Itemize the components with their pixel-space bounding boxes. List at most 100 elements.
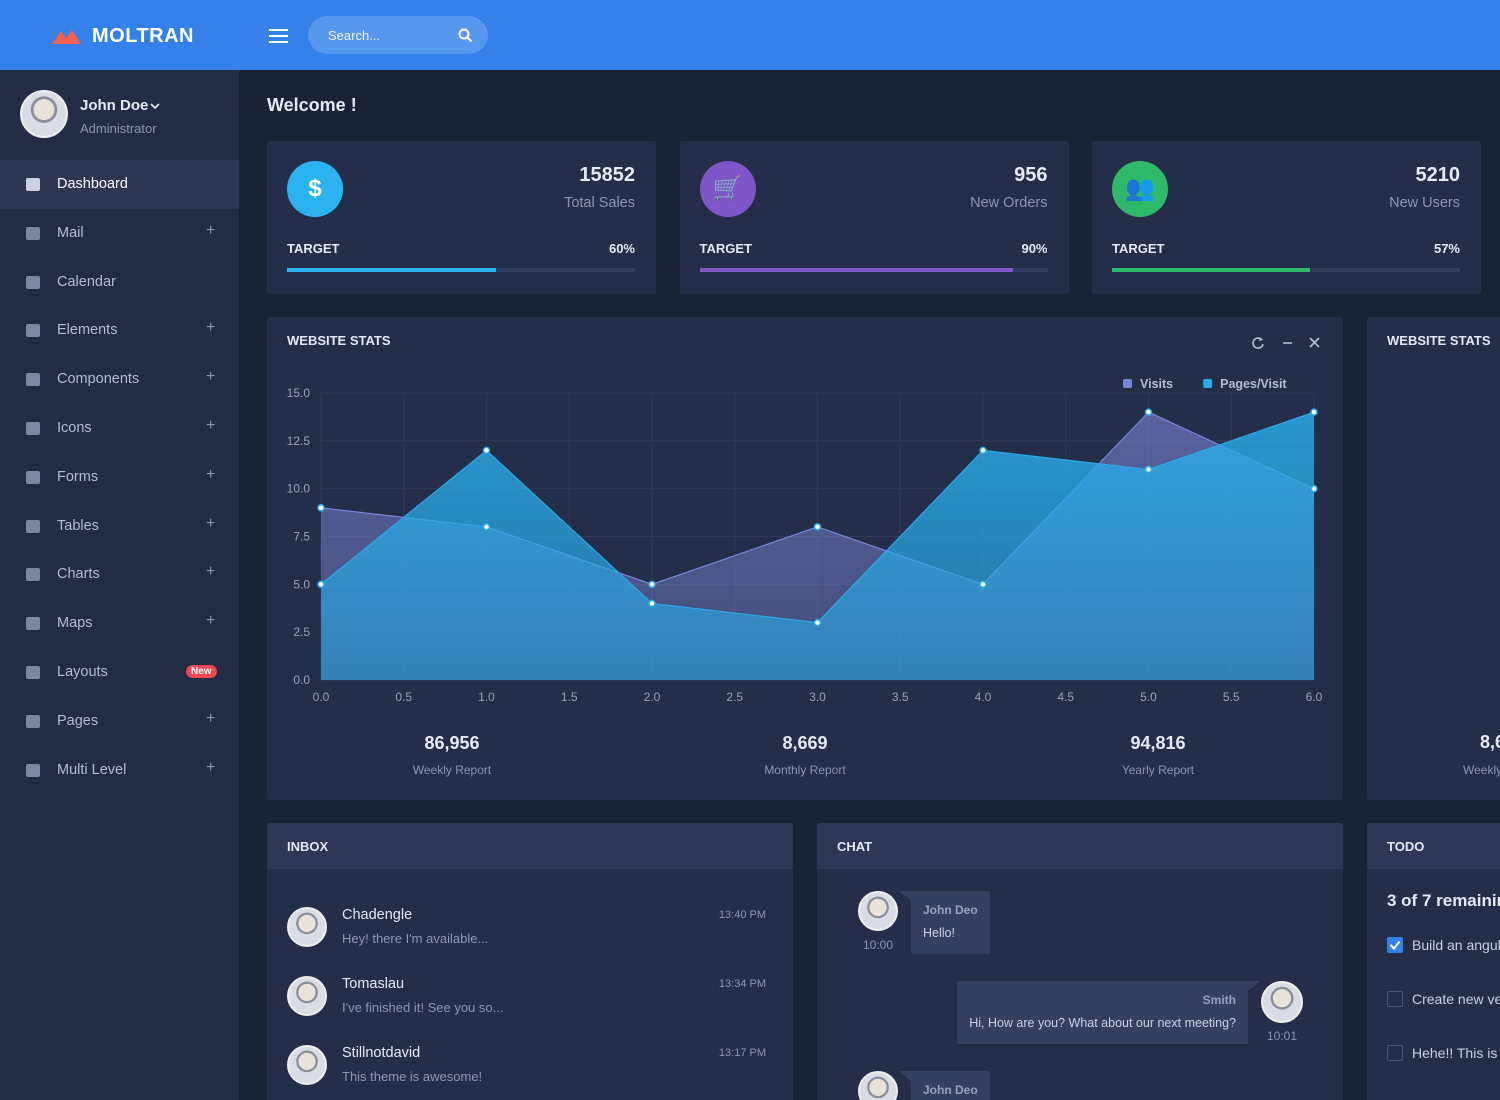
menu-icon — [26, 373, 40, 387]
x-tick-label: 2.5 — [726, 690, 743, 704]
refresh[interactable] — [1252, 337, 1264, 349]
menu-icon — [26, 470, 40, 484]
todo-checkbox[interactable] — [1387, 937, 1403, 953]
menu-expand[interactable]: + — [206, 758, 216, 776]
legend-swatch — [1203, 379, 1213, 388]
data-point — [979, 446, 987, 455]
menu-item[interactable]: Pages + — [0, 697, 239, 746]
side-card: WEBSITE STATS 8,6 Weekly — [1367, 317, 1500, 800]
stat-icon: 👥 — [1112, 161, 1168, 217]
menu-icon — [26, 519, 40, 533]
inbox-text: This theme is awesome! — [342, 1069, 483, 1084]
inbox-time: 13:17 PM — [718, 1047, 766, 1059]
menu-label: Charts — [57, 566, 100, 583]
menu-label: Multi Level — [57, 761, 127, 778]
menu-item[interactable]: Elements + — [0, 306, 239, 355]
menu-item[interactable]: Layouts New — [0, 648, 239, 697]
chat-bubble: John Deo — [899, 1071, 990, 1100]
inbox-name[interactable]: Stillnotdavid — [342, 1045, 421, 1061]
chat-name: John Deo — [923, 1083, 978, 1097]
topbar: MOLTRAN Search... — [0, 0, 1500, 70]
x-tick-label: 0.0 — [313, 690, 330, 704]
x-tick-label: 1.5 — [561, 690, 578, 704]
data-point — [1310, 408, 1318, 416]
chat-text: Hi, How are you? What about our next mee… — [969, 1016, 1236, 1030]
menu-expand[interactable]: + — [206, 612, 216, 630]
menu-icon — [26, 324, 40, 338]
target-label: TARGET — [1112, 241, 1165, 256]
target-label: TARGET — [287, 241, 340, 256]
y-tick-label: 10.0 — [287, 482, 311, 496]
menu-icon — [26, 275, 40, 289]
inbox-header — [267, 823, 793, 869]
menu-label: Calendar — [57, 273, 116, 290]
chat-time: 10:01 — [1266, 1029, 1298, 1043]
inbox-time: 13:34 PM — [718, 978, 766, 990]
menu-toggle[interactable] — [269, 29, 289, 43]
menu-expand[interactable]: + — [206, 417, 216, 434]
legend-label: Pages/Visit — [1220, 377, 1287, 391]
menu-expand[interactable]: + — [206, 514, 216, 532]
chat-avatar — [858, 1071, 898, 1100]
menu-expand[interactable]: + — [206, 368, 216, 386]
chat-title: CHAT — [837, 839, 873, 854]
series-area — [321, 412, 1314, 680]
menu-expand[interactable]: + — [206, 319, 216, 337]
inbox-name[interactable]: Chadengle — [342, 907, 413, 923]
todo-checkbox[interactable] — [1387, 991, 1403, 1007]
side-card-title: WEBSITE STATS — [1387, 333, 1491, 348]
menu-expand[interactable]: + — [206, 465, 216, 483]
x-tick-label: 5.5 — [1223, 690, 1240, 704]
chat-name: Smith — [1202, 993, 1236, 1007]
menu-expand[interactable]: + — [206, 221, 216, 239]
menu-item[interactable]: Forms + — [0, 453, 239, 502]
close[interactable] — [1309, 337, 1320, 348]
progress-track — [287, 268, 635, 272]
progress-track — [699, 268, 1048, 272]
todo-header — [1367, 823, 1500, 869]
data-point — [1310, 484, 1318, 493]
menu-item[interactable]: Mail + — [0, 209, 239, 258]
menu-item[interactable]: Icons + — [0, 404, 239, 453]
chat-avatar — [858, 891, 898, 931]
inbox-avatar — [287, 1045, 327, 1085]
inbox-title: INBOX — [287, 839, 329, 854]
menu-item[interactable]: Components + — [0, 355, 239, 404]
search-icon[interactable] — [458, 28, 473, 43]
menu-item[interactable]: Multi Level + — [0, 746, 239, 795]
menu-item[interactable]: Dashboard — [0, 160, 239, 209]
inbox-name[interactable]: Tomaslau — [342, 976, 405, 992]
y-tick-label: 12.5 — [287, 434, 311, 448]
menu-item[interactable]: Tables + — [0, 502, 239, 551]
user-avatar — [20, 90, 68, 138]
menu-badge: New — [186, 665, 217, 678]
chart-title: WEBSITE STATS — [287, 333, 391, 348]
report-label: Yearly Report — [1121, 763, 1195, 777]
bubble-tail — [1248, 981, 1260, 991]
todo-card: TODO 3 of 7 remainin Build an angul Creat… — [1367, 823, 1500, 1100]
stat-value: 5210 — [1415, 164, 1461, 186]
menu-icon — [26, 617, 40, 631]
stat-value: 15852 — [579, 164, 635, 186]
report-value: 8,669 — [782, 733, 828, 753]
inbox-text: I've finished it! See you so... — [342, 1000, 504, 1015]
todo-checkbox[interactable] — [1387, 1045, 1403, 1061]
todo-title: TODO — [1387, 839, 1425, 854]
menu-item[interactable]: Maps + — [0, 599, 239, 648]
user-name[interactable]: John Doe — [80, 97, 149, 114]
stat-card: $15852 Total Sales TARGET 60% — [267, 141, 656, 294]
menu-item[interactable]: Charts + — [0, 550, 239, 599]
data-point — [813, 523, 822, 531]
menu-icon — [26, 714, 40, 728]
data-point — [648, 580, 656, 589]
legend-swatch — [1123, 379, 1132, 388]
menu-expand[interactable]: + — [206, 709, 216, 727]
search-box[interactable]: Search... — [308, 16, 488, 54]
menu-expand[interactable]: + — [206, 563, 216, 581]
user-caret[interactable] — [150, 102, 160, 110]
inbox-card: INBOX Chadengle Hey! there I'm available.… — [267, 823, 793, 1100]
target-percent: 60% — [608, 241, 635, 256]
todo-text: Build an angul — [1412, 937, 1500, 953]
stat-card: 🛒 956 New Orders TARGET 90% — [679, 141, 1069, 294]
menu-item[interactable]: Calendar — [0, 258, 239, 307]
